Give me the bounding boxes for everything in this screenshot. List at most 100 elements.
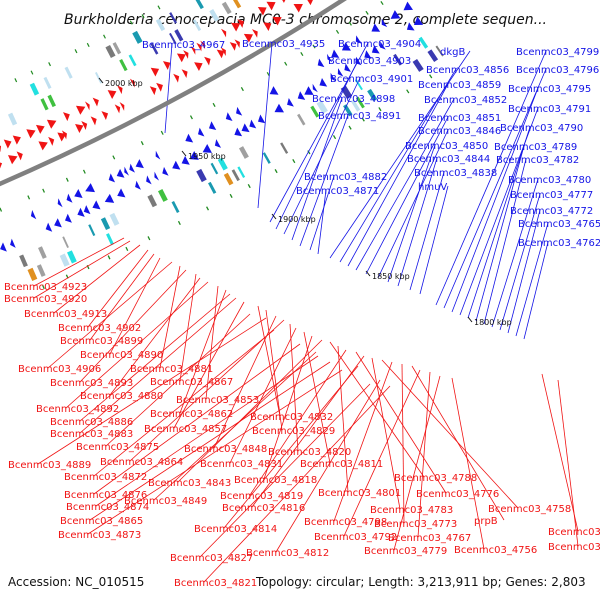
forward-gene-arrow — [10, 238, 16, 248]
reverse-gene-label: Bcenmc03_4923 — [4, 282, 87, 293]
reverse-gene-leader-line — [153, 351, 317, 501]
reverse-gene-leader-line — [47, 261, 173, 369]
reverse-gene-label: Bcenmc03_4899 — [60, 336, 143, 347]
reverse-gene-arrow — [16, 151, 23, 161]
cog-block-outer — [262, 152, 271, 164]
cog-block-outer — [27, 267, 38, 282]
forward-gene-label: Bcenmc03_4904 — [338, 39, 421, 50]
forward-gene-arrow — [189, 151, 199, 160]
rna-tick-mark — [378, 107, 382, 112]
forward-gene-arrow — [381, 18, 388, 28]
forward-gene-arrow — [236, 106, 243, 116]
reverse-gene-arrow — [75, 124, 84, 134]
rna-tick-mark — [141, 14, 145, 19]
forward-gene-label: Bcenmc03_4782 — [496, 155, 579, 166]
rna-tick-mark — [160, 130, 164, 135]
forward-gene-arrow — [117, 188, 126, 198]
reverse-gene-label: Bcenmc03_4767 — [388, 533, 471, 544]
cog-block-outer — [427, 49, 439, 62]
reverse-gene-arrow — [263, 22, 272, 31]
forward-gene-arrow — [57, 198, 63, 208]
reverse-gene-leader-line — [213, 315, 277, 449]
forward-gene-arrow — [344, 63, 351, 72]
reverse-gene-leader-line — [343, 369, 421, 537]
rna-tick-mark — [292, 158, 296, 164]
rna-tick-mark — [348, 21, 352, 26]
cog-block-reverse — [192, 19, 202, 32]
kbp-label: 1850 kbp — [372, 272, 410, 281]
reverse-gene-label: Bcenmc03_4857 — [144, 424, 227, 435]
gene-labels: Bcenmc03_4967 Bcenmc03_4935 Bcenmc03_4904 B… — [4, 39, 600, 589]
map-title: Burkholderia cenocepacia MC0-3 chromosom… — [64, 12, 547, 28]
reverse-gene-label: Bcenmc03_4812 — [246, 548, 329, 559]
forward-gene-leader-line — [355, 98, 455, 271]
forward-gene-arrow — [197, 127, 205, 137]
forward-gene-label: Bcenmc03_4796 — [516, 65, 599, 76]
reverse-gene-arrow — [84, 101, 90, 111]
rna-tick-mark — [157, 5, 161, 10]
cog-block-inner — [310, 105, 320, 118]
cog-block-outer — [171, 201, 180, 213]
rna-tick-mark — [212, 102, 216, 108]
cog-block-outer — [106, 233, 114, 246]
kbp-tick — [271, 213, 277, 220]
reverse-gene-leader-line — [37, 317, 267, 465]
reverse-gene-arrow — [231, 22, 241, 32]
rna-tick-mark — [125, 246, 129, 252]
forward-gene-arrow — [403, 1, 414, 11]
rna-tick-mark — [42, 284, 45, 290]
cog-block-outer — [350, 99, 361, 112]
forward-gene-label: dkgB — [440, 47, 465, 58]
reverse-gene-arrow — [293, 3, 303, 13]
reverse-gene-label: Bcenmc03_4849 — [124, 496, 207, 507]
forward-gene-arrow — [341, 42, 351, 51]
rna-tick-mark — [348, 125, 352, 130]
forward-gene-arrow — [77, 207, 85, 217]
cog-block-reverse — [29, 82, 40, 96]
cog-block-inner — [147, 194, 158, 208]
reverse-gene-label: Bcenmc03_4893 — [50, 378, 133, 389]
forward-gene-arrow — [172, 160, 181, 170]
rna-tick-mark — [48, 62, 51, 67]
rna-tick-mark — [206, 206, 210, 211]
reverse-gene-arrow — [194, 62, 203, 72]
reverse-gene-arrow — [3, 139, 12, 149]
forward-gene-leader-line — [291, 97, 343, 241]
reverse-gene-leader-line — [105, 313, 251, 447]
forward-gene-leader-line — [475, 145, 525, 322]
cog-block-outer — [355, 96, 365, 109]
reverse-gene-leader-line — [337, 345, 349, 493]
reverse-gene-label: Bcenmc03_4843 — [148, 478, 231, 489]
cog-block-inner — [38, 246, 47, 259]
reverse-gene-arrow — [257, 6, 267, 16]
forward-gene-label: Bcenmc03_4856 — [426, 65, 509, 76]
reverse-gene-leader-line — [109, 257, 161, 355]
reverse-gene-label: Bcenmc03_4831 — [200, 459, 283, 470]
forward-gene-arrow — [129, 163, 135, 173]
reverse-gene-arrow — [216, 49, 225, 59]
forward-gene-label: Bcenmc03_4850 — [405, 141, 488, 152]
rna-tick-mark — [147, 236, 151, 241]
rna-tick-mark — [406, 89, 410, 94]
reverse-gene-leader-line — [557, 379, 579, 547]
forward-gene-label: Bcenmc03_4791 — [508, 104, 591, 115]
forward-gene-arrow — [85, 183, 95, 193]
reverse-gene-label: Bcenmc03_4811 — [300, 459, 383, 470]
reverse-gene-label: Bcenmc03_4829 — [252, 426, 335, 437]
reverse-gene-label: Bcenmc03_4820 — [268, 447, 351, 458]
forward-gene-label: Bcenmc03_4780 — [508, 175, 591, 186]
forward-gene-leader-line — [309, 175, 335, 251]
forward-gene-label: Bcenmc03_4903 — [328, 56, 411, 67]
cog-block-inner — [210, 162, 219, 175]
cog-block-reverse — [47, 94, 56, 108]
forward-gene-arrow — [54, 218, 62, 228]
cog-block-inner — [109, 212, 120, 226]
reverse-gene-arrow — [90, 116, 97, 126]
reverse-gene-label: prpB — [474, 516, 498, 527]
reverse-gene-leader-line — [33, 237, 125, 287]
reverse-gene-leader-line — [333, 361, 393, 522]
forward-gene-label: Bcenmc03_4846 — [418, 126, 501, 137]
cog-block-outer — [412, 58, 424, 72]
cog-block-outer — [280, 142, 289, 154]
cog-block-reverse — [112, 42, 122, 55]
